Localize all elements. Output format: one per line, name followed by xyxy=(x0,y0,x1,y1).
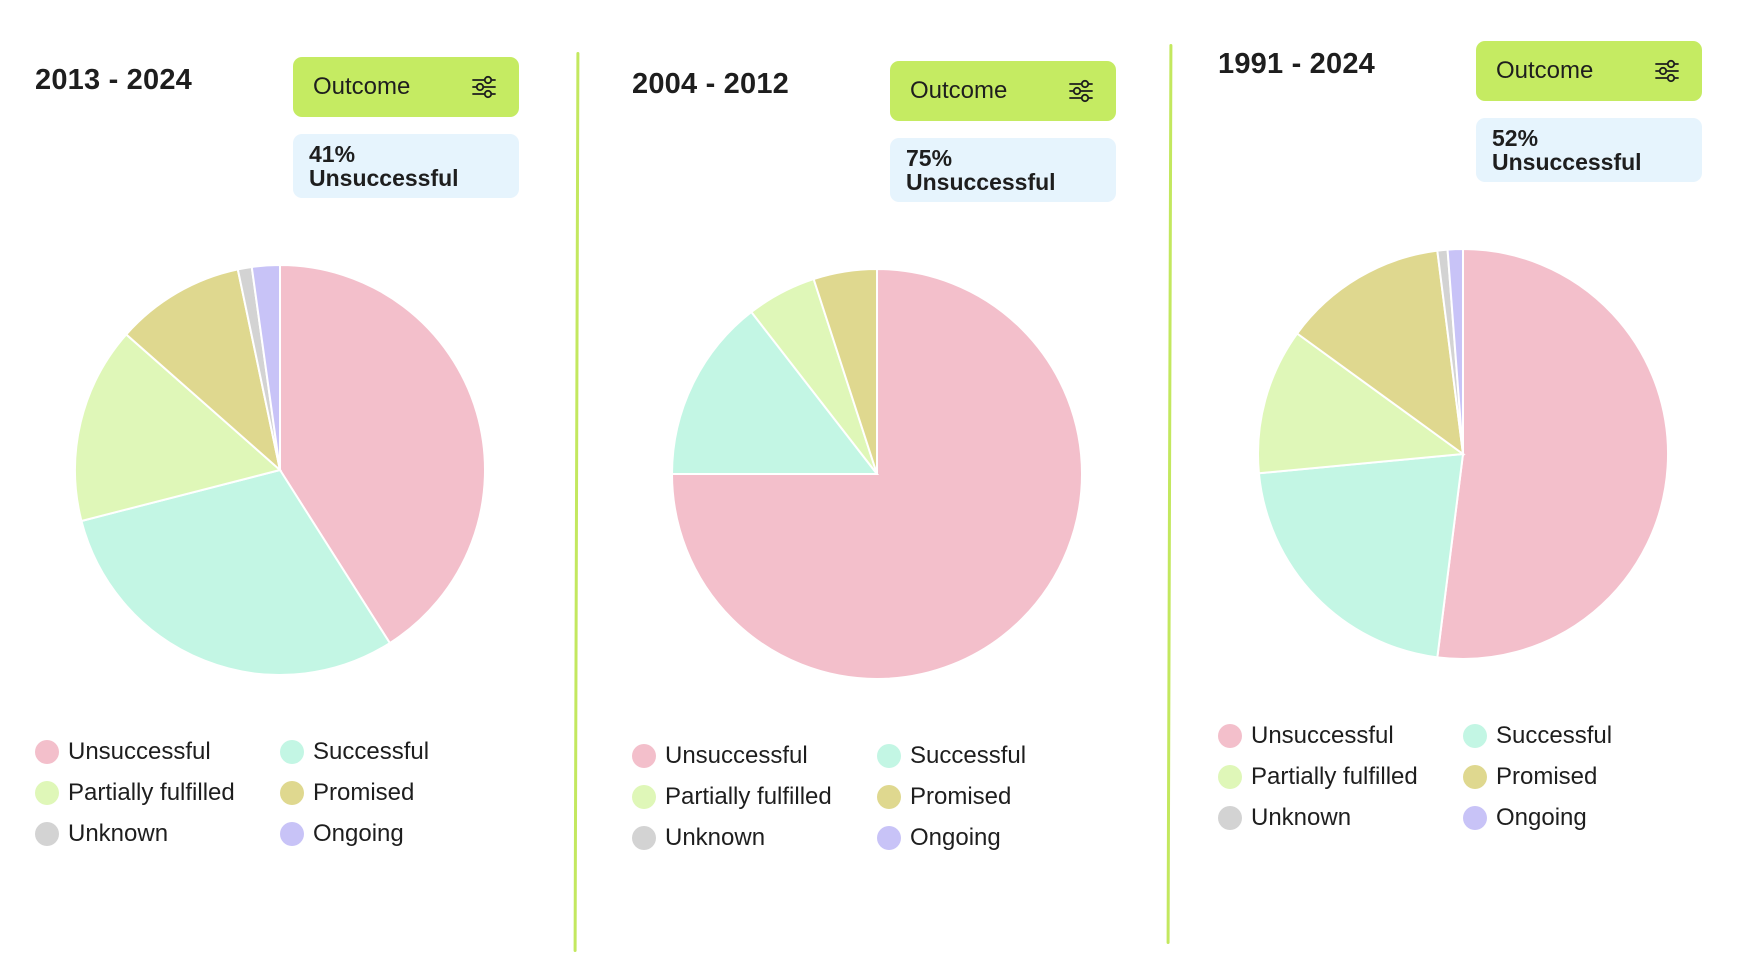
chart-panel-1991-2024: 1991 - 2024 Outcome 52% Unsuccessful Uns… xyxy=(1183,0,1743,884)
legend-item-partially-fulfilled: Partially fulfilled xyxy=(1218,763,1463,790)
legend-label: Promised xyxy=(910,782,1012,810)
legend-swatch xyxy=(280,821,304,846)
legend-swatch xyxy=(1218,805,1242,830)
sliders-icon xyxy=(471,74,497,100)
stat-badge: 41% Unsuccessful xyxy=(293,134,519,198)
legend-label: Unsuccessful xyxy=(1251,721,1394,749)
legend-item-unsuccessful: Unsuccessful xyxy=(35,738,280,765)
pie-slice-unsuccessful xyxy=(1436,247,1669,660)
legend-item-successful: Successful xyxy=(877,742,1077,769)
pie-chart xyxy=(74,263,486,676)
legend-item-partially-fulfilled: Partially fulfilled xyxy=(632,783,877,810)
legend-swatch xyxy=(877,743,901,768)
legend-label: Partially fulfilled xyxy=(68,778,235,806)
legend-label: Ongoing xyxy=(313,819,404,847)
chart-title: 1991 - 2024 xyxy=(1218,48,1375,80)
legend-swatch xyxy=(280,780,304,805)
stat-label: Unsuccessful xyxy=(309,165,459,191)
legend-item-ongoing: Ongoing xyxy=(1463,804,1663,831)
legend-label: Successful xyxy=(1496,721,1613,749)
pie-slice-promised xyxy=(124,268,282,473)
legend-swatch xyxy=(877,784,901,809)
legend-item-promised: Promised xyxy=(877,783,1077,810)
legend-swatch xyxy=(632,825,656,850)
legend-item-unknown: Unknown xyxy=(35,820,280,847)
legend-item-unsuccessful: Unsuccessful xyxy=(632,742,877,769)
legend-label: Unsuccessful xyxy=(665,741,808,769)
legend-swatch xyxy=(1218,764,1242,789)
pie-slice-partially-fulfilled xyxy=(74,333,283,523)
legend-item-unknown: Unknown xyxy=(632,824,877,851)
outcome-filter-label: Outcome xyxy=(910,77,1008,104)
pie-slice-ongoing xyxy=(1446,247,1464,455)
chart-legend: Unsuccessful Successful Partially fulfille… xyxy=(35,738,485,847)
pie-slice-unsuccessful xyxy=(279,263,486,645)
legend-label: Unsuccessful xyxy=(68,737,211,765)
stat-value: 75% xyxy=(906,145,953,171)
legend-label: Partially fulfilled xyxy=(1251,762,1418,790)
outcome-filter-button[interactable]: Outcome xyxy=(293,57,519,117)
legend-swatch xyxy=(632,743,656,768)
chart-panel-2004-2012: 2004 - 2012 Outcome 75% Unsuccessful Uns… xyxy=(597,4,1157,904)
legend-label: Successful xyxy=(910,741,1027,769)
legend-swatch xyxy=(877,825,901,850)
outcome-filter-button[interactable]: Outcome xyxy=(890,61,1116,121)
legend-swatch xyxy=(1463,805,1487,830)
legend-label: Unknown xyxy=(665,823,766,851)
legend-swatch xyxy=(632,784,656,809)
stat-label: Unsuccessful xyxy=(906,169,1056,195)
legend-label: Ongoing xyxy=(1496,803,1587,831)
legend-swatch xyxy=(1463,723,1487,748)
stat-value: 52% xyxy=(1492,125,1539,151)
chart-title: 2004 - 2012 xyxy=(632,68,789,100)
stat-label: Unsuccessful xyxy=(1492,149,1642,175)
sliders-icon xyxy=(1654,58,1680,84)
panel-divider xyxy=(573,51,580,953)
legend-swatch xyxy=(1218,723,1242,748)
legend-swatch xyxy=(1463,764,1487,789)
legend-swatch xyxy=(35,821,59,846)
legend-swatch xyxy=(35,780,59,805)
legend-swatch xyxy=(35,739,59,764)
legend-label: Unknown xyxy=(1251,803,1352,831)
legend-item-unsuccessful: Unsuccessful xyxy=(1218,722,1463,749)
chart-legend: Unsuccessful Successful Partially fulfille… xyxy=(632,742,1082,851)
chart-title: 2013 - 2024 xyxy=(35,64,192,96)
outcome-filter-label: Outcome xyxy=(1496,57,1594,84)
legend-item-successful: Successful xyxy=(280,738,480,765)
legend-label: Unknown xyxy=(68,819,169,847)
pie-chart xyxy=(670,267,1083,680)
legend-label: Successful xyxy=(313,737,430,765)
legend-item-successful: Successful xyxy=(1463,722,1663,749)
pie-slice-promised xyxy=(1295,249,1465,457)
legend-label: Partially fulfilled xyxy=(665,782,832,810)
pie-slice-ongoing xyxy=(250,263,281,471)
legend-item-promised: Promised xyxy=(1463,763,1663,790)
pie-slice-successful xyxy=(670,310,880,475)
stat-badge: 75% Unsuccessful xyxy=(890,138,1116,202)
legend-label: Ongoing xyxy=(910,823,1001,851)
pie-chart xyxy=(1257,247,1669,660)
stat-value: 41% xyxy=(309,141,356,167)
chart-legend: Unsuccessful Successful Partially fulfille… xyxy=(1218,722,1668,831)
chart-panel-2013-2024: 2013 - 2024 Outcome 41% Unsuccessful Uns… xyxy=(0,0,560,900)
pie-slice-successful xyxy=(80,468,392,676)
legend-item-unknown: Unknown xyxy=(1218,804,1463,831)
legend-item-ongoing: Ongoing xyxy=(877,824,1077,851)
legend-label: Promised xyxy=(1496,762,1598,790)
outcome-filter-button[interactable]: Outcome xyxy=(1476,41,1702,101)
legend-item-ongoing: Ongoing xyxy=(280,820,480,847)
pie-slice-successful xyxy=(1257,452,1465,659)
legend-swatch xyxy=(280,739,304,764)
sliders-icon xyxy=(1068,78,1094,104)
pie-slice-promised xyxy=(812,267,878,475)
pie-slice-partially-fulfilled xyxy=(1257,332,1466,475)
stat-badge: 52% Unsuccessful xyxy=(1476,118,1702,182)
panel-divider xyxy=(1166,43,1173,945)
outcome-filter-label: Outcome xyxy=(313,73,411,100)
legend-label: Promised xyxy=(313,778,415,806)
legend-item-promised: Promised xyxy=(280,779,480,806)
legend-item-partially-fulfilled: Partially fulfilled xyxy=(35,779,280,806)
